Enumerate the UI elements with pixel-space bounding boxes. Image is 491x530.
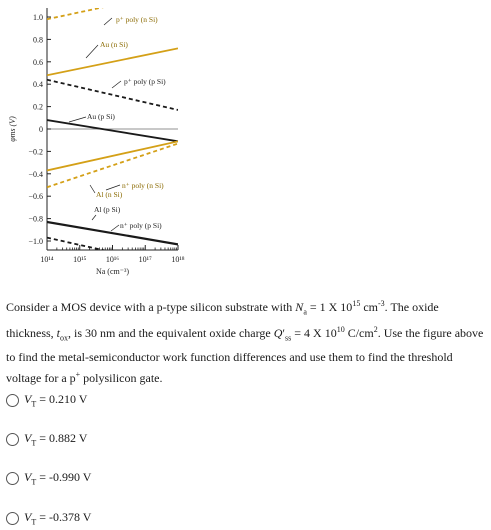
chart-labels: 1.0 0.8 0.6 0.4 0.2 0 −0.2 −0.4 −0.6 −0.8 −1.0 10¹⁴… bbox=[8, 13, 185, 276]
series-line bbox=[47, 142, 178, 189]
series-line bbox=[47, 47, 178, 77]
series-label-leader bbox=[103, 17, 113, 26]
series-line bbox=[47, 140, 178, 172]
x-tick-label: 10¹⁵ bbox=[73, 255, 86, 264]
series-group bbox=[47, 8, 178, 250]
option-label: VT = 0.210 V bbox=[24, 391, 88, 409]
chart-axes bbox=[46, 8, 179, 251]
y-tick-label: 0.4 bbox=[33, 80, 43, 89]
y-tick-label: −0.6 bbox=[28, 192, 43, 201]
y-tick-label: 0.6 bbox=[33, 58, 43, 67]
radio-button-icon[interactable] bbox=[6, 432, 19, 446]
x-tick-label: 10¹⁷ bbox=[139, 255, 152, 264]
series-label: Al (p Si) bbox=[94, 205, 121, 214]
series-label: Au (p Si) bbox=[87, 112, 115, 121]
series-line bbox=[47, 78, 178, 111]
y-tick-label: 0.2 bbox=[33, 103, 43, 112]
question-text: Consider a MOS device with a p-type sili… bbox=[6, 299, 484, 385]
series-label-leader bbox=[68, 116, 87, 123]
series-line bbox=[47, 119, 178, 143]
work-function-chart: 1.0 0.8 0.6 0.4 0.2 0 −0.2 −0.4 −0.6 −0.8 −1.0 10¹⁴… bbox=[8, 8, 185, 276]
y-tick-label: −0.2 bbox=[28, 147, 43, 156]
series-label: p⁺ poly (p Si) bbox=[124, 77, 166, 86]
series-label: Al (n Si) bbox=[96, 190, 123, 199]
radio-button-icon[interactable] bbox=[6, 511, 19, 525]
x-tick-label: 10¹⁸ bbox=[171, 255, 184, 264]
series-label-leader bbox=[111, 80, 122, 89]
chart-lines bbox=[47, 8, 178, 250]
y-tick-label: 0.8 bbox=[33, 35, 43, 44]
series-label: Au (n Si) bbox=[100, 40, 128, 49]
answer-option-2[interactable]: VT = 0.882 V bbox=[6, 429, 87, 449]
answer-option-4[interactable]: VT = -0.378 V bbox=[6, 508, 91, 528]
series-label-leader bbox=[89, 184, 96, 194]
series-line bbox=[47, 236, 107, 250]
series-label: n⁺ poly (p Si) bbox=[120, 221, 162, 230]
x-tick-label: 10¹⁴ bbox=[40, 255, 53, 264]
series-label: p⁺ poly (n Si) bbox=[116, 15, 158, 24]
y-tick-label: 0 bbox=[39, 125, 43, 134]
option-label: VT = -0.378 V bbox=[24, 509, 92, 527]
answer-option-1[interactable]: VT = 0.210 V bbox=[6, 390, 87, 410]
series-label-leader bbox=[91, 214, 97, 221]
series-label-leader bbox=[85, 44, 99, 59]
series-line bbox=[47, 220, 178, 246]
y-tick-label: 1.0 bbox=[33, 13, 43, 22]
series-line bbox=[47, 8, 104, 21]
y-tick-label: −1.0 bbox=[28, 237, 43, 246]
x-axis-title: Na (cm⁻³) bbox=[96, 267, 129, 276]
y-tick-label: −0.8 bbox=[28, 215, 43, 224]
option-label: VT = -0.990 V bbox=[24, 469, 92, 487]
series-label-leader bbox=[110, 224, 120, 232]
series-label-leader bbox=[105, 184, 121, 191]
y-tick-label: −0.4 bbox=[28, 170, 43, 179]
answer-option-3[interactable]: VT = -0.990 V bbox=[6, 468, 91, 488]
x-tick-label: 10¹⁶ bbox=[106, 255, 119, 264]
radio-button-icon[interactable] bbox=[6, 471, 19, 485]
radio-button-icon[interactable] bbox=[6, 393, 19, 407]
series-label: n⁺ poly (n Si) bbox=[122, 181, 164, 190]
y-axis-title: φms (V) bbox=[8, 116, 17, 142]
option-label: VT = 0.882 V bbox=[24, 430, 88, 448]
